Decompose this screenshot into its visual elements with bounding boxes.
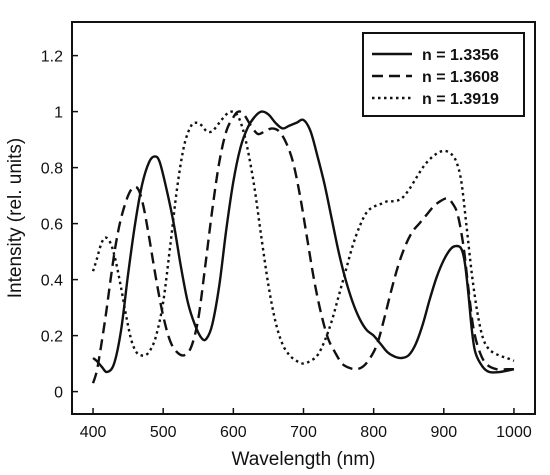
x-tick-label: 800 bbox=[360, 424, 387, 441]
legend-label-n-1-3919: n = 1.3919 bbox=[422, 91, 499, 108]
x-tick-label: 500 bbox=[150, 424, 177, 441]
x-tick-label: 700 bbox=[290, 424, 317, 441]
y-tick-label: 0.8 bbox=[41, 161, 63, 178]
y-axis-ticks: 0 0.2 0.4 0.6 0.8 1 1.2 bbox=[41, 49, 78, 402]
y-tick-label: 1 bbox=[54, 105, 63, 122]
x-tick-label: 1000 bbox=[496, 424, 532, 441]
x-tick-label: 600 bbox=[220, 424, 247, 441]
y-tick-label: 0.2 bbox=[41, 329, 63, 346]
x-tick-label: 400 bbox=[80, 424, 107, 441]
series-lines bbox=[91, 110, 515, 384]
series-line-2 bbox=[91, 110, 514, 384]
legend: n = 1.3356 n = 1.3608 n = 1.3919 bbox=[362, 32, 525, 117]
legend-label-n-1-3608: n = 1.3608 bbox=[422, 69, 499, 86]
x-axis-ticks: 400 500 600 700 800 900 1000 bbox=[80, 408, 532, 441]
legend-label-n-1-3356: n = 1.3356 bbox=[422, 47, 499, 64]
y-tick-label: 0.6 bbox=[41, 217, 63, 234]
x-axis-label: Wavelength (nm) bbox=[232, 449, 376, 470]
y-tick-label: 0.4 bbox=[41, 273, 63, 290]
series-line-3 bbox=[91, 110, 515, 365]
y-tick-label: 1.2 bbox=[41, 49, 63, 66]
x-tick-label: 900 bbox=[430, 424, 457, 441]
y-axis-label: Intensity (rel. units) bbox=[5, 138, 26, 299]
legend-box bbox=[362, 32, 525, 117]
y-tick-label: 0 bbox=[54, 385, 63, 402]
series-line-1 bbox=[92, 110, 515, 374]
